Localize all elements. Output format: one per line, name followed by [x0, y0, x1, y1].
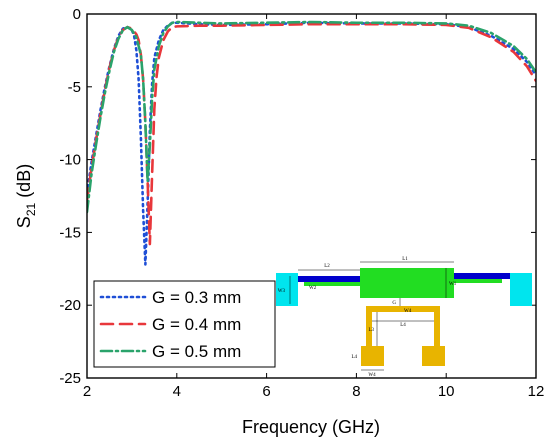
y-axis-title-subscript: 21 [24, 203, 38, 217]
legend-label-2: G = 0.5 mm [152, 342, 241, 361]
inset-right-feed [454, 273, 510, 279]
inset-label-g: G [392, 301, 396, 306]
inset-right-port [510, 273, 532, 306]
inset-label-l3: L3 [368, 328, 374, 333]
inset-stub-top [366, 306, 440, 312]
x-tick-label-4: 10 [438, 383, 455, 400]
plot-frame [86, 13, 537, 379]
x-axis-title: Frequency (GHz) [242, 417, 380, 437]
y-tick-label-2: -10 [59, 152, 81, 169]
series-layer [87, 20, 536, 266]
legend-label-1: G = 0.4 mm [152, 315, 241, 334]
legend-label-0: G = 0.3 mm [152, 288, 241, 307]
y-tick-label-3: -15 [59, 224, 81, 241]
inset-label-l4: L4 [400, 323, 406, 328]
filter-layout-inset: L1 L2 W1 W2 W3 G W4 L3 L4 L4 W4 [276, 257, 532, 378]
inset-left-port [276, 273, 298, 306]
inset-label-l2: L2 [324, 264, 330, 269]
inset-label-l1: L1 [402, 257, 408, 262]
inset-label-w4-pad: W4 [368, 373, 376, 378]
inset-stub-right-pad [422, 346, 445, 366]
x-tick-label-0: 2 [83, 383, 91, 400]
y-axis-title-main: S [14, 216, 34, 228]
inset-stub-left-arm [366, 306, 372, 346]
ticks-layer: 2 4 6 8 10 12 0 -5 -10 -15 -20 -25 [59, 6, 544, 400]
inset-label-w2: W2 [309, 286, 317, 291]
inset-label-w4-top: W4 [404, 309, 412, 314]
y-tick-label-0: 0 [73, 6, 81, 23]
series-line-2 [87, 20, 536, 214]
x-tick-label-5: 12 [528, 383, 545, 400]
inset-label-l4-pad: L4 [351, 355, 357, 360]
inset-stub-right-arm [434, 306, 440, 346]
legend: G = 0.3 mm G = 0.4 mm G = 0.5 mm [93, 280, 276, 368]
inset-stub-left-pad [361, 346, 384, 366]
inset-main-patch [360, 268, 454, 298]
y-tick-label-5: -25 [59, 370, 81, 387]
inset-left-coupled-line [304, 282, 360, 286]
x-tick-label-1: 4 [173, 383, 181, 400]
x-tick-label-2: 6 [262, 383, 270, 400]
inset-label-w3: W3 [278, 289, 286, 294]
inset-left-feed [298, 276, 360, 282]
legend-items: G = 0.3 mm G = 0.4 mm G = 0.5 mm [99, 288, 241, 361]
series-line-1 [87, 22, 536, 246]
y-tick-label-4: -20 [59, 297, 81, 314]
y-axis-title: S21 (dB) [14, 164, 38, 228]
inset-right-coupled-line [454, 279, 502, 283]
y-tick-label-1: -5 [68, 79, 81, 96]
y-axis-title-unit: (dB) [14, 164, 34, 203]
inset-label-w1: W1 [449, 282, 457, 287]
x-tick-label-3: 8 [352, 383, 360, 400]
